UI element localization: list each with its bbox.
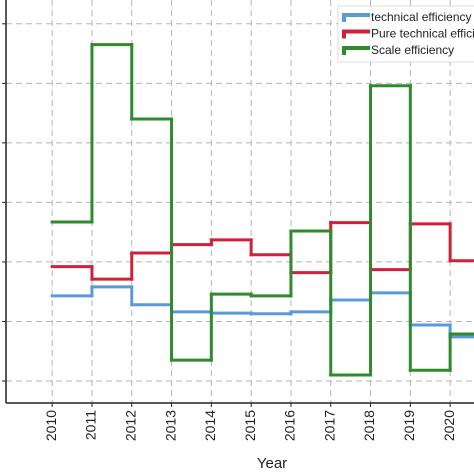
x-tick-label: 2016 (282, 410, 298, 441)
x-tick-label: 2015 (242, 410, 258, 441)
legend-swatch (342, 13, 370, 22)
legend-label: Pure technical efficiency (371, 27, 474, 41)
series (50, 43, 474, 377)
x-tick-label: 2014 (202, 410, 218, 441)
x-tick-label: 2020 (441, 410, 457, 441)
x-tick-label: 2012 (122, 410, 138, 441)
legend-swatch (342, 29, 370, 39)
legend-label: technical efficiency (371, 10, 472, 24)
x-tick-label: 2019 (401, 410, 417, 441)
x-tick-label: 2013 (162, 410, 178, 441)
legend-label: Scale efficiency (371, 43, 454, 57)
x-tick-label: 2011 (83, 410, 99, 440)
x-axis-label: Year (257, 455, 287, 472)
x-tick-label: 2017 (321, 410, 337, 441)
x-tick-label: 2010 (43, 410, 59, 441)
legend-swatch (342, 46, 370, 55)
x-tick-label: 2018 (361, 410, 377, 441)
